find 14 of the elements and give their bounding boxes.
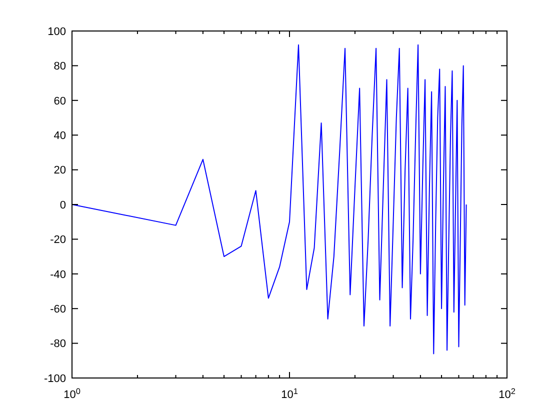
y-tick-label: 40 [54, 130, 66, 142]
x-tick-label: 10$^{0}$ [64, 386, 81, 401]
y-tick-label: 20 [54, 164, 66, 177]
y-tick-label: -100 [44, 372, 66, 385]
y-tick-label: 0 [60, 199, 66, 212]
x-tick-label: 10$^{2}$ [498, 386, 516, 401]
y-tick-label: -40 [50, 268, 66, 281]
y-tick-label: -80 [50, 338, 66, 350]
y-tick-label: 100 [48, 26, 66, 38]
y-tick-label: 60 [54, 95, 66, 108]
y-tick-label: 80 [54, 60, 66, 73]
x-tick-label: 10$^{1}$ [281, 386, 298, 401]
y-tick-label: -60 [50, 303, 66, 316]
y-tick-label: -20 [50, 234, 66, 246]
